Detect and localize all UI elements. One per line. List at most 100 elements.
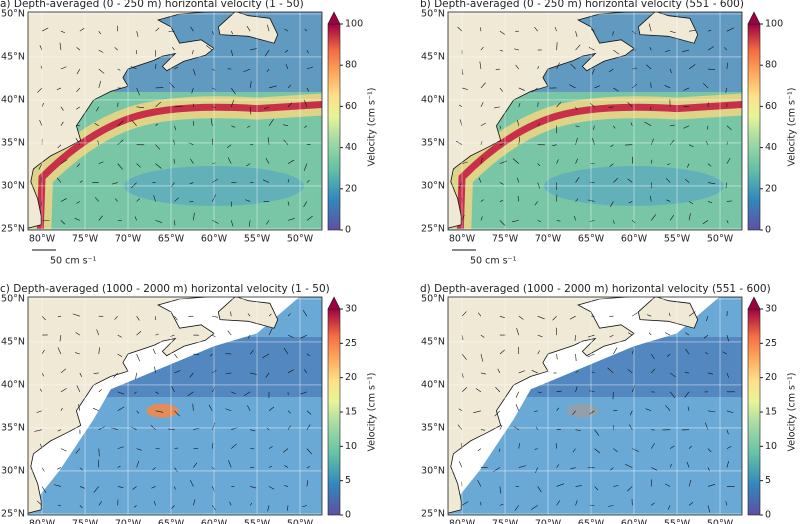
vector bbox=[556, 159, 559, 164]
vector bbox=[461, 214, 465, 221]
vector bbox=[133, 391, 137, 394]
vector bbox=[97, 459, 100, 468]
vector bbox=[516, 328, 520, 336]
vector bbox=[151, 486, 156, 489]
vector bbox=[193, 68, 196, 76]
vector bbox=[247, 125, 251, 128]
colorbar-label: Velocity (cm s⁻¹) bbox=[787, 88, 798, 167]
vector bbox=[688, 144, 694, 148]
vector bbox=[594, 448, 601, 454]
vector bbox=[302, 505, 307, 508]
vector bbox=[76, 106, 81, 110]
vector bbox=[688, 311, 696, 317]
vector bbox=[517, 195, 520, 202]
vector bbox=[230, 311, 232, 317]
colorbar-label: Velocity (cm s⁻¹) bbox=[367, 373, 378, 452]
vector bbox=[267, 137, 270, 145]
vector bbox=[56, 87, 62, 91]
vector bbox=[134, 505, 137, 508]
vector bbox=[613, 485, 619, 487]
vector bbox=[552, 315, 557, 321]
vector bbox=[246, 163, 251, 167]
vector bbox=[75, 138, 81, 145]
vector bbox=[287, 218, 295, 221]
vector bbox=[266, 68, 270, 72]
vector bbox=[556, 483, 565, 487]
vector bbox=[225, 408, 232, 412]
vector bbox=[650, 159, 653, 164]
vector bbox=[669, 68, 672, 74]
vector bbox=[268, 465, 272, 468]
lat-label: 40°N bbox=[1, 94, 25, 105]
vector bbox=[685, 348, 690, 355]
vector bbox=[570, 467, 576, 470]
vector bbox=[114, 198, 118, 202]
vector bbox=[588, 47, 595, 51]
vector bbox=[514, 505, 520, 511]
vector bbox=[705, 316, 709, 322]
vector bbox=[726, 220, 729, 224]
vector bbox=[171, 385, 175, 392]
vector bbox=[626, 486, 633, 492]
vector bbox=[687, 406, 690, 411]
vector bbox=[79, 505, 83, 508]
panel-title: a) Depth-averaged (0 - 250 m) horizontal… bbox=[0, 0, 304, 10]
lat-label: 50°N bbox=[421, 293, 445, 304]
vector bbox=[174, 353, 178, 359]
vector bbox=[34, 429, 43, 432]
vector bbox=[60, 448, 67, 452]
vector bbox=[666, 353, 671, 357]
colorbar bbox=[747, 308, 761, 516]
vector bbox=[38, 163, 43, 170]
colorbar-tick-label: 25 bbox=[765, 338, 777, 349]
vector bbox=[480, 82, 486, 89]
vector bbox=[98, 215, 104, 221]
vector bbox=[243, 68, 251, 73]
vector bbox=[284, 465, 289, 468]
vector bbox=[136, 106, 145, 109]
vector bbox=[171, 505, 175, 510]
vector bbox=[515, 391, 520, 398]
vector bbox=[537, 350, 540, 355]
colorbar-tick-label: 30 bbox=[345, 304, 357, 315]
vector bbox=[627, 332, 633, 336]
vector bbox=[499, 143, 505, 145]
vector bbox=[262, 179, 270, 183]
vector bbox=[649, 195, 652, 202]
vector bbox=[632, 83, 638, 89]
vector bbox=[630, 122, 633, 126]
colorbar bbox=[327, 23, 341, 231]
vector bbox=[670, 124, 675, 127]
vector bbox=[480, 353, 484, 362]
lon-label: 60°W bbox=[621, 234, 648, 245]
vector bbox=[518, 315, 524, 320]
panel-title: c) Depth-averaged (1000 - 2000 m) horizo… bbox=[0, 283, 330, 295]
vector bbox=[79, 180, 83, 183]
vector bbox=[575, 429, 581, 432]
vector bbox=[664, 332, 671, 336]
vector bbox=[613, 49, 620, 55]
vector bbox=[556, 101, 562, 108]
colorbar-tick-label: 15 bbox=[345, 407, 357, 418]
vector bbox=[647, 314, 652, 317]
vector bbox=[480, 46, 484, 51]
vector bbox=[171, 47, 175, 51]
colorbar-extend bbox=[747, 11, 761, 25]
colorbar-tick-label: 0 bbox=[345, 225, 351, 236]
vector bbox=[726, 62, 728, 70]
vector bbox=[574, 335, 576, 342]
vector bbox=[666, 199, 671, 202]
map-content bbox=[448, 297, 742, 515]
vector bbox=[537, 163, 541, 167]
vector bbox=[531, 87, 538, 93]
vector bbox=[645, 408, 652, 412]
vector bbox=[726, 157, 731, 164]
vector bbox=[134, 216, 137, 221]
vector bbox=[117, 391, 125, 395]
vector bbox=[535, 467, 538, 473]
vector bbox=[117, 68, 121, 71]
vector bbox=[60, 66, 67, 70]
vector bbox=[76, 385, 81, 392]
vector bbox=[306, 353, 311, 357]
vector bbox=[629, 410, 633, 416]
